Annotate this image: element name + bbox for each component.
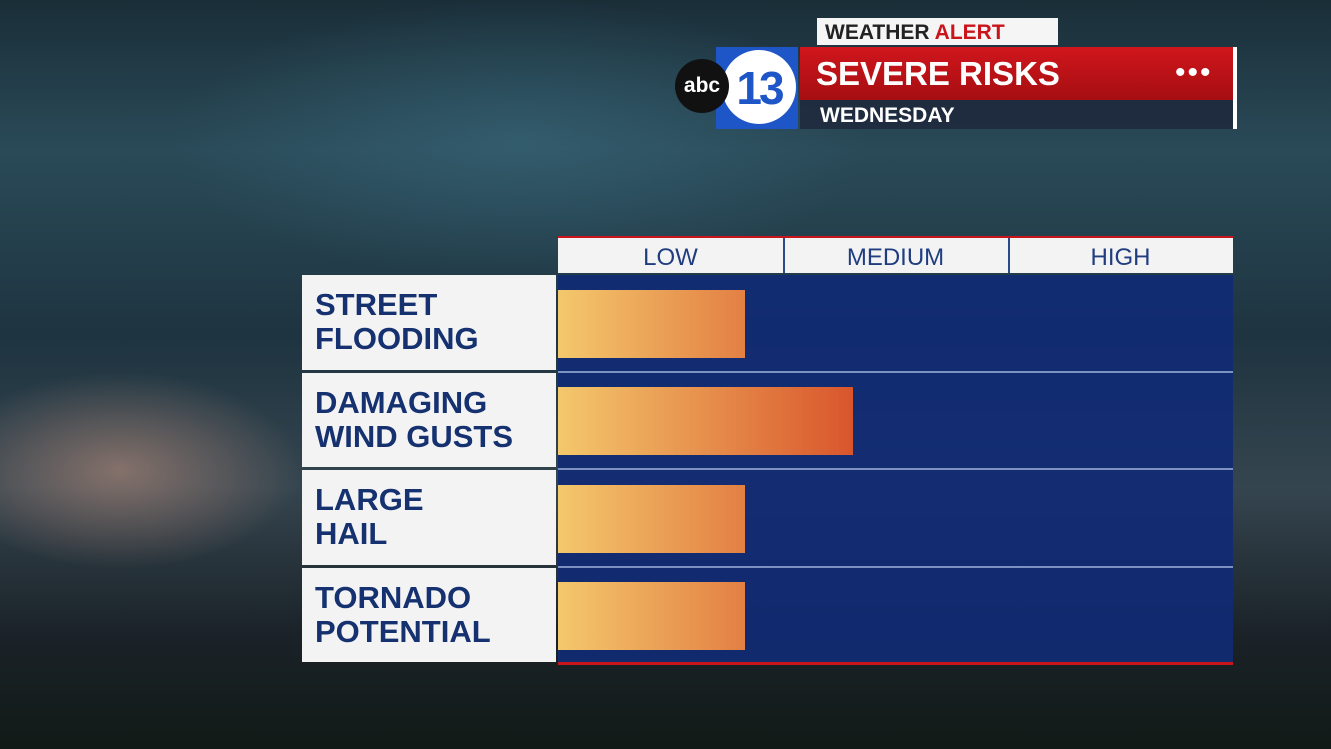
x-tick-label: LOW [643, 244, 698, 271]
row-separator [558, 565, 1233, 568]
logo-channel: 13 [722, 50, 796, 124]
category-label: STREET FLOODING [302, 275, 556, 370]
chart-subtitle: WEDNESDAY [820, 104, 955, 127]
banner-text: ALERT [934, 21, 1005, 44]
chart-title: SEVERE RISKS [816, 55, 1060, 92]
alert-banner: WEATHER ALERT [817, 18, 1058, 45]
category-label: TORNADO POTENTIAL [302, 567, 556, 662]
row-separator [558, 468, 1233, 470]
bar [558, 387, 853, 456]
x-tick-label: MEDIUM [846, 244, 945, 271]
column-divider [1008, 238, 1010, 273]
logo-network: abc [675, 59, 729, 113]
banner-text: WEATHER [825, 21, 930, 44]
row-separator [558, 370, 1233, 373]
bottom-rule [558, 662, 1233, 665]
title-bar [800, 47, 1233, 100]
bar [558, 582, 745, 651]
column-divider [783, 238, 785, 273]
divider [1233, 47, 1237, 129]
bar [558, 289, 745, 358]
subtitle-bar [800, 100, 1233, 129]
category-label: DAMAGING WIND GUSTS [302, 372, 556, 467]
x-tick-label: HIGH [1090, 244, 1151, 271]
category-label: LARGE HAIL [302, 470, 556, 565]
menu-dots: ••• [1175, 56, 1213, 89]
bar [558, 484, 745, 553]
axis-header [558, 236, 1233, 273]
